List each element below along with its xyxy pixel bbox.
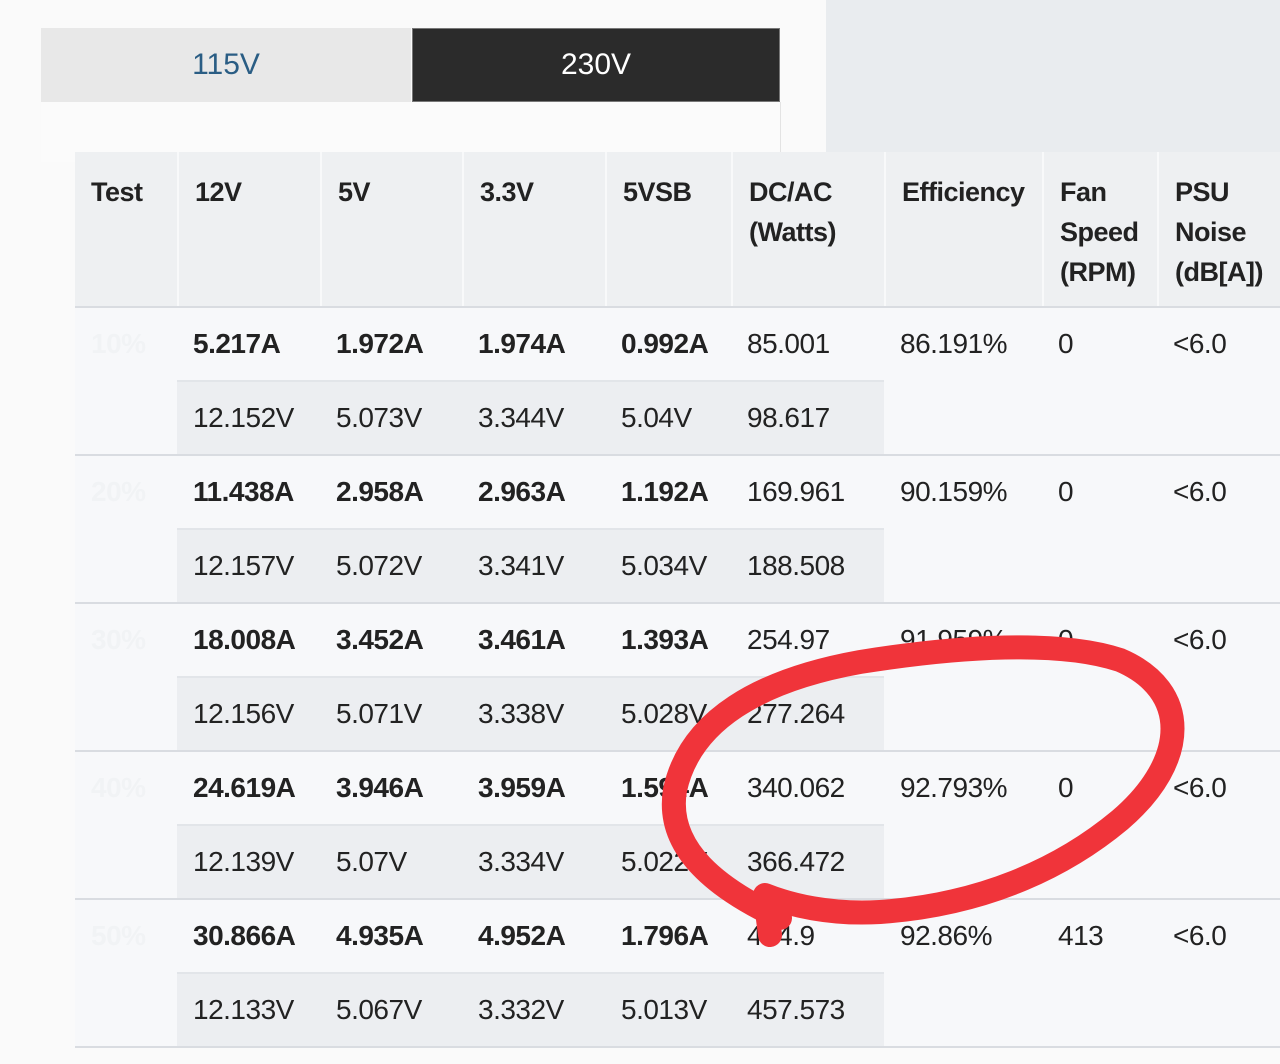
volt-cell: 457.573 [747, 994, 845, 1025]
volt-cell: 12.133V [193, 994, 294, 1025]
sub-bg [177, 528, 884, 602]
fan-cell: 0 [1058, 772, 1074, 803]
noise-cell: <6.0 [1173, 624, 1227, 655]
column-header: 12V [177, 152, 320, 306]
amp-cell: 2.958A [336, 476, 424, 507]
volt-cell: 5.013V [621, 994, 707, 1025]
efficiency-cell: 92.793% [900, 772, 1008, 803]
test-label: 50% [91, 920, 146, 951]
test-label: 20% [91, 476, 146, 507]
amp-cell: 3.946A [336, 772, 424, 803]
volt-cell: 12.156V [193, 698, 294, 729]
column-header: 5V [320, 152, 462, 306]
row-line [75, 602, 1280, 604]
amp-cell: 3.461A [478, 624, 566, 655]
volt-cell: 5.028V [621, 698, 707, 729]
volt-cell: 5.067V [336, 994, 422, 1025]
amp-cell: 3.959A [478, 772, 566, 803]
column-header: 3.3V [462, 152, 605, 306]
noise-cell: <6.0 [1173, 772, 1227, 803]
volt-cell: 366.472 [747, 846, 845, 877]
volt-cell: 5.073V [336, 402, 422, 433]
amp-cell: 169.961 [747, 476, 845, 507]
fan-cell: 413 [1058, 920, 1104, 951]
amp-cell: 30.866A [193, 920, 296, 951]
amp-cell: 1.972A [336, 328, 424, 359]
volt-cell: 3.341V [478, 550, 564, 581]
tab[interactable]: 115V [41, 28, 411, 102]
row-line [75, 306, 1280, 308]
amp-cell: 1.192A [621, 476, 709, 507]
volt-cell: 98.617 [747, 402, 830, 433]
test-label: 40% [91, 772, 146, 803]
amp-cell: 254.97 [747, 624, 830, 655]
column-header: PSU Noise (dB[A]) [1157, 152, 1280, 306]
column-header: DC/AC (Watts) [731, 152, 884, 306]
amp-cell: 1.393A [621, 624, 709, 655]
amp-cell: 24.619A [193, 772, 296, 803]
noise-cell: <6.0 [1173, 920, 1227, 951]
amp-cell: 1.974A [478, 328, 566, 359]
volt-cell: 12.152V [193, 402, 294, 433]
noise-cell: <6.0 [1173, 476, 1227, 507]
fan-cell: 0 [1058, 624, 1074, 655]
amp-cell: 11.438A [193, 476, 294, 507]
volt-cell: 12.157V [193, 550, 294, 581]
amp-cell: 1.796A [621, 920, 709, 951]
efficiency-cell: 91.959% [900, 624, 1008, 655]
amp-cell: 1.594A [621, 772, 709, 803]
volt-cell: 277.264 [747, 698, 845, 729]
volt-cell: 5.071V [336, 698, 422, 729]
column-header: Fan Speed (RPM) [1042, 152, 1157, 306]
column-header: 5VSB [605, 152, 731, 306]
amp-cell: 5.217A [193, 328, 281, 359]
efficiency-cell: 86.191% [900, 328, 1008, 359]
volt-cell: 5.022V [621, 846, 707, 877]
fan-cell: 0 [1058, 328, 1074, 359]
volt-cell: 5.04V [621, 402, 692, 433]
volt-cell: 3.334V [478, 846, 564, 877]
volt-cell: 5.07V [336, 846, 407, 877]
sub-bg [177, 380, 884, 454]
volt-cell: 12.139V [193, 846, 294, 877]
row-line [75, 454, 1280, 456]
tab-active[interactable]: 230V [412, 28, 780, 102]
test-label: 30% [91, 624, 146, 655]
test-label: 10% [91, 328, 146, 359]
amp-cell: 85.001 [747, 328, 830, 359]
amp-cell: 424.9 [747, 920, 815, 951]
amp-cell: 2.963A [478, 476, 566, 507]
amp-cell: 4.935A [336, 920, 424, 951]
amp-cell: 4.952A [478, 920, 566, 951]
amp-cell: 340.062 [747, 772, 845, 803]
volt-cell: 3.344V [478, 402, 564, 433]
row-line [75, 1046, 1280, 1048]
volt-cell: 188.508 [747, 550, 845, 581]
noise-cell: <6.0 [1173, 328, 1227, 359]
volt-cell: 3.332V [478, 994, 564, 1025]
amp-cell: 0.992A [621, 328, 709, 359]
background [826, 0, 1280, 152]
amp-cell: 18.008A [193, 624, 296, 655]
volt-cell: 5.072V [336, 550, 422, 581]
efficiency-cell: 92.86% [900, 920, 992, 951]
column-header: Test [75, 152, 177, 306]
fan-cell: 0 [1058, 476, 1074, 507]
volt-cell: 5.034V [621, 550, 707, 581]
volt-cell: 3.338V [478, 698, 564, 729]
efficiency-cell: 90.159% [900, 476, 1008, 507]
amp-cell: 3.452A [336, 624, 424, 655]
column-header: Efficiency [884, 152, 1042, 306]
sub-bg [177, 972, 884, 1046]
